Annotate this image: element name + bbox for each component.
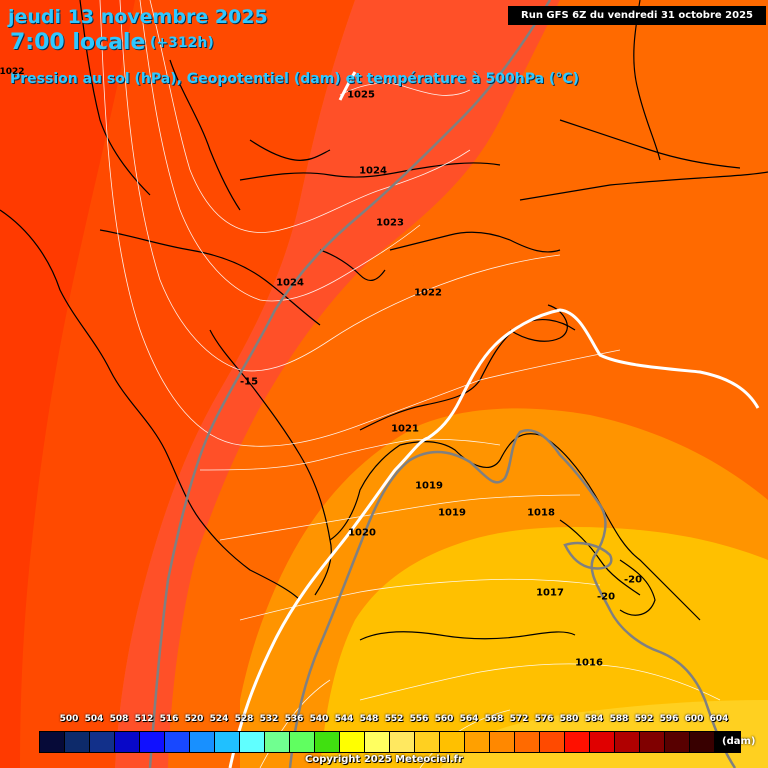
- scale-swatch: [665, 732, 690, 752]
- scale-swatch: [715, 732, 740, 752]
- scale-swatch: [415, 732, 440, 752]
- pressure-label: 1017: [536, 587, 564, 599]
- temperature-label: -20: [596, 591, 616, 603]
- scale-label: 604: [709, 714, 729, 724]
- color-scale: [39, 731, 741, 753]
- chart-description: Pression au sol (hPa), Geopotentiel (dam…: [10, 71, 579, 87]
- scale-label: 548: [359, 714, 379, 724]
- scale-label: 576: [534, 714, 554, 724]
- scale-swatch: [590, 732, 615, 752]
- scale-label: 572: [509, 714, 529, 724]
- scale-label: 528: [234, 714, 254, 724]
- scale-swatch: [390, 732, 415, 752]
- scale-swatch: [340, 732, 365, 752]
- scale-label: 500: [59, 714, 79, 724]
- scale-swatch: [490, 732, 515, 752]
- scale-swatch: [365, 732, 390, 752]
- scale-label: 580: [559, 714, 579, 724]
- pressure-label: 1020: [348, 527, 376, 539]
- scale-swatch: [640, 732, 665, 752]
- scale-label: 588: [609, 714, 629, 724]
- scale-swatch: [565, 732, 590, 752]
- scale-label: 532: [259, 714, 279, 724]
- forecast-date: jeudi 13 novembre 2025: [8, 6, 268, 28]
- scale-label: 592: [634, 714, 654, 724]
- scale-swatch: [515, 732, 540, 752]
- band-576-west: [115, 0, 560, 768]
- temperature-label: -20: [623, 574, 643, 586]
- scale-label: 568: [484, 714, 504, 724]
- pressure-label: 1016: [575, 657, 603, 669]
- scale-label: 544: [334, 714, 354, 724]
- scale-swatch: [265, 732, 290, 752]
- scale-label: 540: [309, 714, 329, 724]
- scale-swatch: [290, 732, 315, 752]
- scale-swatch: [465, 732, 490, 752]
- pressure-label: 1024: [276, 277, 304, 289]
- scale-label: 560: [434, 714, 454, 724]
- scale-swatch: [540, 732, 565, 752]
- scale-swatch: [65, 732, 90, 752]
- scale-label: 516: [159, 714, 179, 724]
- scale-swatch: [115, 732, 140, 752]
- scale-label: 552: [384, 714, 404, 724]
- scale-label: 524: [209, 714, 229, 724]
- pressure-label: 1022: [0, 67, 25, 77]
- scale-label: 596: [659, 714, 679, 724]
- forecast-time: 7:00 locale: [10, 30, 146, 55]
- pressure-label: 1022: [414, 287, 442, 299]
- scale-label: 520: [184, 714, 204, 724]
- pressure-label: 1019: [438, 507, 466, 519]
- scale-swatch: [215, 732, 240, 752]
- copyright: Copyright 2025 Meteociel.fr: [305, 754, 463, 765]
- scale-labels: 500 504 508 512 516 520 524 528 532 536 540 544 548 5…: [0, 714, 768, 728]
- contour-552: [228, 308, 760, 768]
- isotherm-20-loop: [563, 541, 613, 570]
- scale-unit: (dam): [722, 736, 756, 747]
- temperature-label: -15: [239, 376, 259, 388]
- scale-label: 600: [684, 714, 704, 724]
- band-584: [0, 0, 135, 768]
- scale-label: 536: [284, 714, 304, 724]
- scale-swatch: [315, 732, 340, 752]
- scale-label: 512: [134, 714, 154, 724]
- scale-swatch: [190, 732, 215, 752]
- scale-label: 584: [584, 714, 604, 724]
- pressure-label: 1024: [359, 165, 387, 177]
- isotherm-20: [288, 429, 737, 768]
- scale-swatch: [615, 732, 640, 752]
- scale-swatch: [440, 732, 465, 752]
- pressure-label: 1021: [391, 423, 419, 435]
- pressure-label: 1025: [347, 89, 375, 101]
- scale-label: 564: [459, 714, 479, 724]
- scale-label: 508: [109, 714, 129, 724]
- scale-swatch: [240, 732, 265, 752]
- scale-swatch: [40, 732, 65, 752]
- pressure-label: 1018: [527, 507, 555, 519]
- run-info: Run GFS 6Z du vendredi 31 octobre 2025: [508, 6, 766, 25]
- scale-swatch: [140, 732, 165, 752]
- contour-576-fragment: [338, 71, 357, 101]
- scale-label: 556: [409, 714, 429, 724]
- scale-label: 504: [84, 714, 104, 724]
- scale-swatch: [90, 732, 115, 752]
- isobars: [99, 0, 721, 768]
- forecast-offset: (+312h): [150, 35, 214, 51]
- pressure-label: 1023: [376, 217, 404, 229]
- pressure-label: 1019: [415, 480, 443, 492]
- isotherm-15: [148, 0, 552, 768]
- scale-swatch: [165, 732, 190, 752]
- scale-swatch: [690, 732, 715, 752]
